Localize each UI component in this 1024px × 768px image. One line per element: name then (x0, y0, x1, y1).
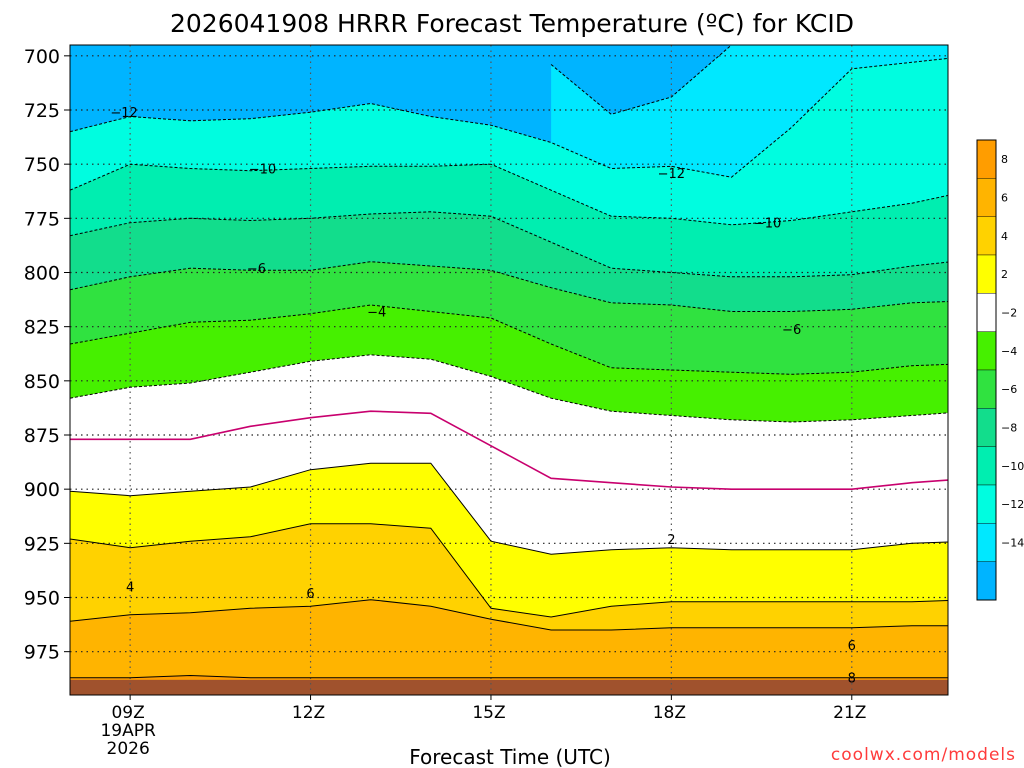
x-tick-label: 2026 (107, 739, 150, 759)
colorbar-swatch (976, 561, 997, 601)
isotherm-label: −6 (782, 323, 801, 338)
isotherm--12 (70, 57, 948, 178)
y-tick-label: 900 (24, 479, 60, 501)
colorbar-swatch (976, 484, 997, 524)
colorbar-label: −14 (1001, 537, 1024, 550)
x-tick-label: 19APR (100, 721, 156, 741)
colorbar-label: −8 (1001, 422, 1017, 435)
y-tick-label: 825 (24, 317, 60, 339)
y-tick-label: 800 (24, 263, 60, 285)
isotherm-label: −4 (367, 306, 386, 321)
isotherm--10 (70, 163, 948, 226)
x-tick-label: 15Z (472, 703, 505, 723)
chart-title: 2026041908 HRRR Forecast Temperature (ºC… (170, 9, 854, 38)
isotherm-label: 4 (126, 581, 134, 596)
x-axis-label: Forecast Time (UTC) (409, 745, 611, 768)
y-tick-label: 875 (24, 425, 60, 447)
x-tick-label: 21Z (833, 703, 866, 723)
colorbar-label: 6 (1001, 192, 1008, 205)
colorbar-swatch (976, 523, 997, 562)
ground-surface (70, 679, 948, 695)
x-tick-label: 12Z (292, 703, 325, 723)
isotherm-0 (70, 410, 948, 490)
isotherm-label: 6 (306, 587, 314, 602)
colorbar: 8 6 4 2 −2 −4 −6 −8 −10 −12 −14 (976, 139, 1024, 601)
y-tick-label: 950 (24, 588, 60, 610)
isotherm-2 (70, 462, 948, 555)
colorbar-frame (976, 139, 997, 601)
colorbar-label: 8 (1001, 153, 1008, 166)
isotherm-labels: −12 −12 −10 −10 −6 −6 −4 2 4 6 6 8 (110, 106, 856, 687)
isotherm-4 (70, 523, 948, 618)
colorbar-label: −2 (1001, 307, 1017, 320)
isotherm-label: −10 (754, 217, 781, 232)
colorbar-swatch (976, 139, 997, 179)
isotherm--8 (70, 211, 948, 278)
isotherm-label: −10 (249, 163, 276, 178)
temperature-fill-bands (70, 45, 948, 695)
y-tick-label: 975 (24, 642, 60, 664)
colorbar-label: −6 (1001, 383, 1017, 396)
isotherm-label: −6 (247, 262, 266, 277)
isotherm-label: −12 (658, 167, 685, 182)
x-tick-label: 18Z (653, 703, 686, 723)
colorbar-swatch (976, 216, 997, 256)
y-tick-label: 725 (24, 100, 60, 122)
colorbar-label: −4 (1001, 345, 1017, 358)
isotherm-label: 8 (848, 672, 856, 687)
credit-text: coolwx.com/models (831, 745, 1016, 765)
colorbar-swatch (976, 331, 997, 371)
isotherm--6 (70, 261, 948, 312)
colorbar-label: 2 (1001, 268, 1008, 281)
y-tick-label: 700 (24, 46, 60, 68)
colorbar-swatch (976, 369, 997, 409)
isotherm--4 (70, 304, 948, 375)
isotherm--2 (70, 354, 948, 423)
colorbar-label: 4 (1001, 230, 1008, 243)
x-tick-label: 09Z (111, 703, 144, 723)
y-tick-label: 750 (24, 154, 60, 176)
band-above-6 (70, 599, 948, 695)
colorbar-swatch (976, 446, 997, 486)
y-axis: 700 725 750 775 800 825 850 875 900 925 950 975 (24, 46, 70, 664)
y-tick-label: 850 (24, 371, 60, 393)
plot-frame (69, 44, 949, 696)
colorbar-swatch (976, 178, 997, 217)
isotherm-label: −12 (110, 106, 137, 121)
isotherm-label: 6 (848, 639, 856, 654)
isotherm-6 (70, 599, 948, 631)
ground-strip (70, 679, 948, 695)
y-tick-label: 775 (24, 208, 60, 230)
colorbar-label: −10 (1001, 460, 1024, 473)
colorbar-swatch (976, 254, 997, 294)
colorbar-swatch (976, 293, 997, 332)
y-tick-label: 925 (24, 533, 60, 555)
isotherm-8 (70, 674, 948, 679)
isotherm-lines (70, 45, 948, 679)
colorbar-label: −12 (1001, 498, 1024, 511)
colorbar-swatch (976, 408, 997, 447)
isotherm-label: 2 (667, 533, 675, 548)
